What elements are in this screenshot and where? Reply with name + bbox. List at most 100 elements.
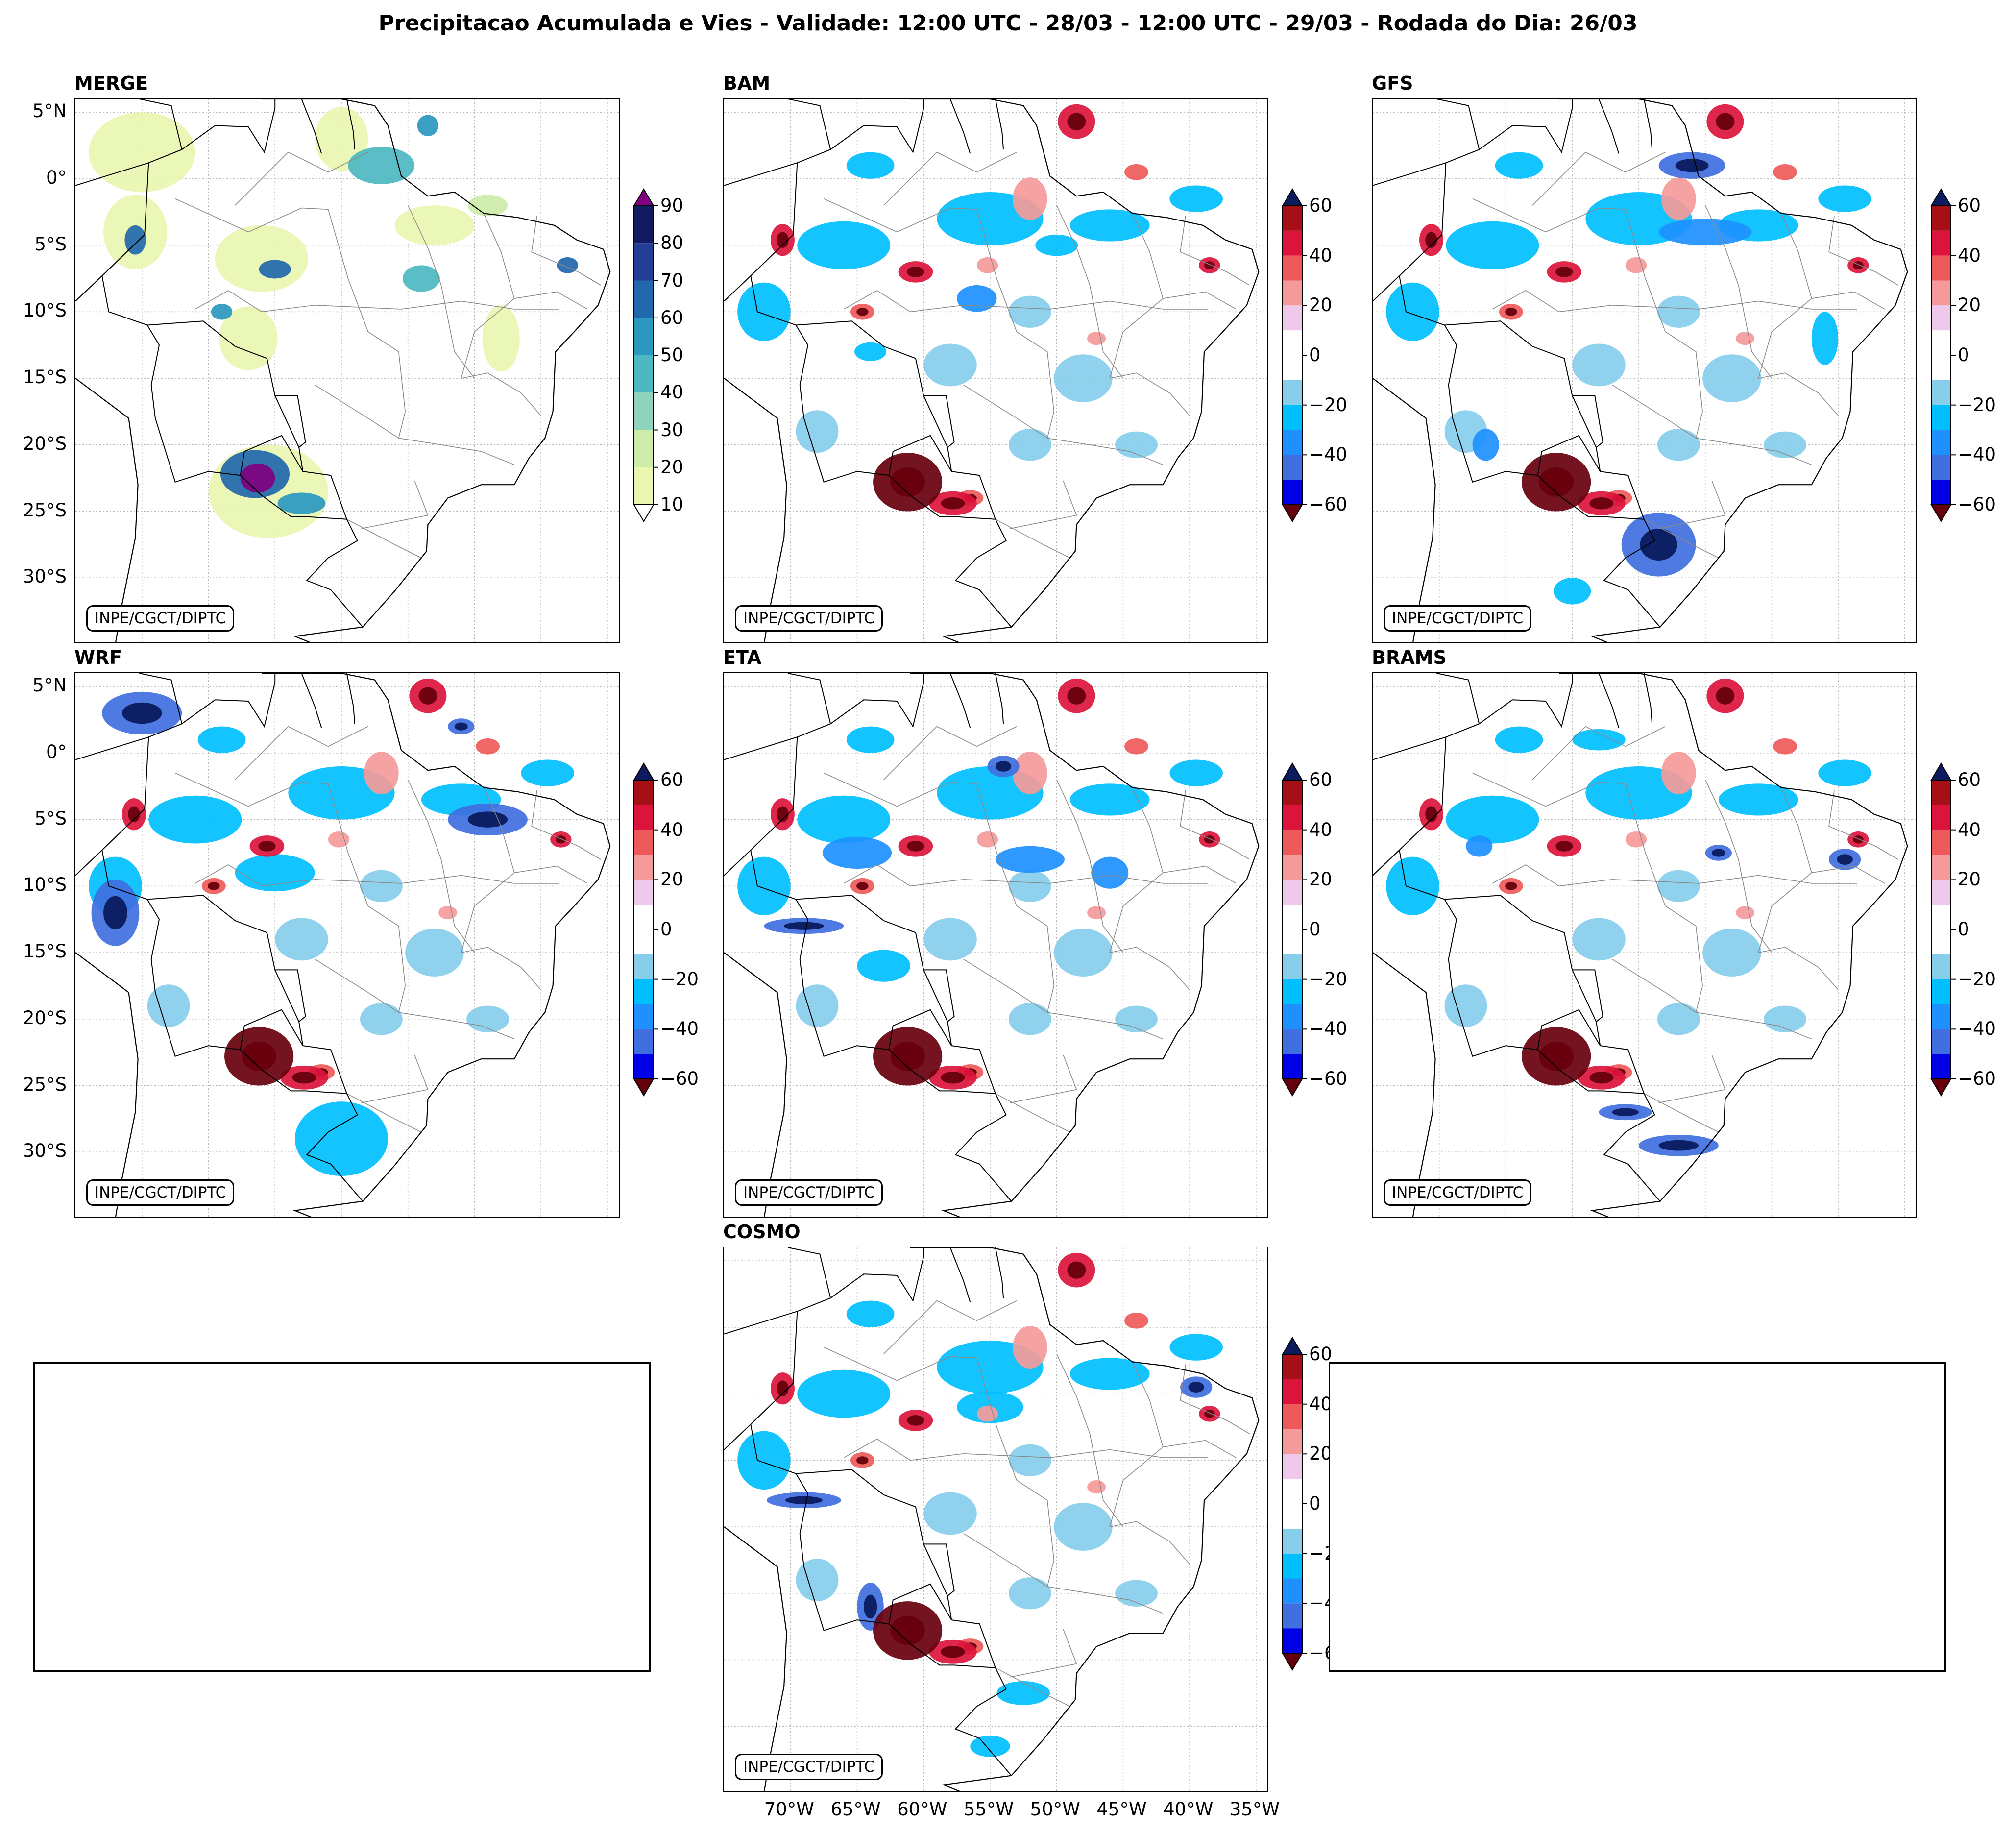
state-border xyxy=(1180,790,1250,860)
colorbar-extend-max xyxy=(1930,762,1952,781)
state-border xyxy=(346,1093,422,1133)
country-border xyxy=(240,435,347,520)
field-blob xyxy=(215,225,309,292)
map-cosmo: INPE/CGCT/DIPTC xyxy=(723,1247,1268,1792)
colorbar-tick-label: 60 xyxy=(1309,195,1333,216)
panel-title-gfs: GFS xyxy=(1372,73,1413,94)
colorbar-extend-max xyxy=(633,188,655,206)
map-bam: INPE/CGCT/DIPTC xyxy=(723,98,1268,643)
state-border xyxy=(1163,1440,1237,1458)
colorbar-swatch xyxy=(634,855,654,880)
country-border xyxy=(949,673,971,728)
field-blob-core xyxy=(1505,308,1517,316)
colorbar-tick-label: 40 xyxy=(1958,819,1981,840)
field-blob-core xyxy=(467,811,508,828)
colorbar-swatch xyxy=(634,880,654,905)
field-blob xyxy=(521,759,574,786)
field-blob-core xyxy=(1505,882,1517,890)
field-blob-core xyxy=(122,702,162,724)
state-border xyxy=(843,1438,911,1461)
state-border xyxy=(910,1449,1209,1461)
panel-title-eta: ETA xyxy=(723,647,762,668)
field-blob xyxy=(996,1681,1050,1705)
country-border xyxy=(923,395,948,448)
field-blob xyxy=(1115,1005,1158,1032)
colorbar-swatch xyxy=(1283,1553,1302,1579)
country-border xyxy=(1399,108,1661,628)
field-blob xyxy=(976,1406,998,1422)
colorbar-tick-label: 20 xyxy=(1958,294,1981,316)
colorbar-gfs xyxy=(1930,188,1956,522)
country-border xyxy=(795,899,809,993)
field-blob xyxy=(1069,783,1150,816)
field-blob xyxy=(1625,257,1647,273)
colorbar-extend-min xyxy=(633,504,655,522)
colorbar-swatch xyxy=(634,805,654,830)
lat-tick-label: 10°S xyxy=(23,300,67,321)
colorbar-tick-label: 10 xyxy=(660,494,684,515)
colorbar-tick-label: −40 xyxy=(660,1018,699,1040)
field-blob xyxy=(846,1300,895,1327)
country-border xyxy=(301,673,322,728)
state-border xyxy=(175,198,368,332)
colorbar-swatch xyxy=(634,954,654,979)
field-blob-core xyxy=(1067,113,1086,130)
field-blob-core xyxy=(1425,232,1437,248)
colorbar-tick-label: 60 xyxy=(660,307,684,328)
field-blob xyxy=(846,152,895,179)
country-border xyxy=(274,969,300,1022)
state-border xyxy=(1532,151,1666,206)
state-border xyxy=(367,905,406,1013)
field-blob xyxy=(1124,1313,1148,1329)
field-blob-core xyxy=(890,467,925,497)
country-border xyxy=(1643,673,1653,724)
field-blob xyxy=(737,282,791,342)
field-blob-core xyxy=(1204,261,1215,269)
field-blob xyxy=(294,1101,388,1176)
colorbar-swatch xyxy=(1931,430,1951,455)
state-border xyxy=(1472,198,1666,332)
panel-title-brams: BRAMS xyxy=(1372,647,1447,668)
colorbar-swatch xyxy=(1283,855,1302,880)
field-blob xyxy=(360,1003,403,1035)
country-border xyxy=(1452,418,1538,483)
state-border xyxy=(910,875,1209,887)
field-blob-core xyxy=(1640,528,1677,561)
colorbar-swatch xyxy=(1283,979,1302,1004)
state-border xyxy=(1758,947,1839,990)
country-border xyxy=(923,969,948,1022)
field-blob xyxy=(1124,164,1148,180)
country-border xyxy=(274,395,300,448)
field-blob xyxy=(240,463,275,493)
field-blob xyxy=(1625,831,1647,848)
colorbar-swatch xyxy=(1931,255,1951,281)
colorbar-tick-label: 0 xyxy=(1958,344,1969,366)
credit-label: INPE/CGCT/DIPTC xyxy=(86,1179,235,1206)
state-border xyxy=(1163,865,1237,884)
country-border xyxy=(1572,395,1597,448)
colorbar-extend-max xyxy=(1930,188,1952,206)
field-blob xyxy=(1008,1577,1051,1610)
field-blob xyxy=(1115,431,1158,458)
colorbar-swatch xyxy=(634,430,654,467)
field-blob-core xyxy=(1612,1108,1639,1116)
panel-title-cosmo: COSMO xyxy=(723,1221,801,1243)
colorbar-tick-label: −20 xyxy=(660,968,699,990)
field-blob-core xyxy=(1589,1072,1614,1084)
field-blob-core xyxy=(103,896,127,929)
country-border xyxy=(1452,992,1538,1057)
country-border xyxy=(139,673,183,724)
country-border xyxy=(1572,969,1597,1022)
state-border xyxy=(1658,480,1726,529)
colorbar-swatch xyxy=(1931,1054,1951,1079)
colorbar-tick-label: −60 xyxy=(1309,494,1348,515)
state-border xyxy=(1010,480,1077,529)
country-border xyxy=(101,108,364,628)
colorbar-swatch xyxy=(1931,855,1951,880)
state-border xyxy=(1704,205,1773,379)
lat-tick-label: 5°N xyxy=(32,675,67,696)
country-border xyxy=(795,1473,809,1567)
colorbar-tick-label: −60 xyxy=(660,1068,699,1089)
country-border xyxy=(803,418,889,483)
field-blob-core xyxy=(208,882,220,890)
